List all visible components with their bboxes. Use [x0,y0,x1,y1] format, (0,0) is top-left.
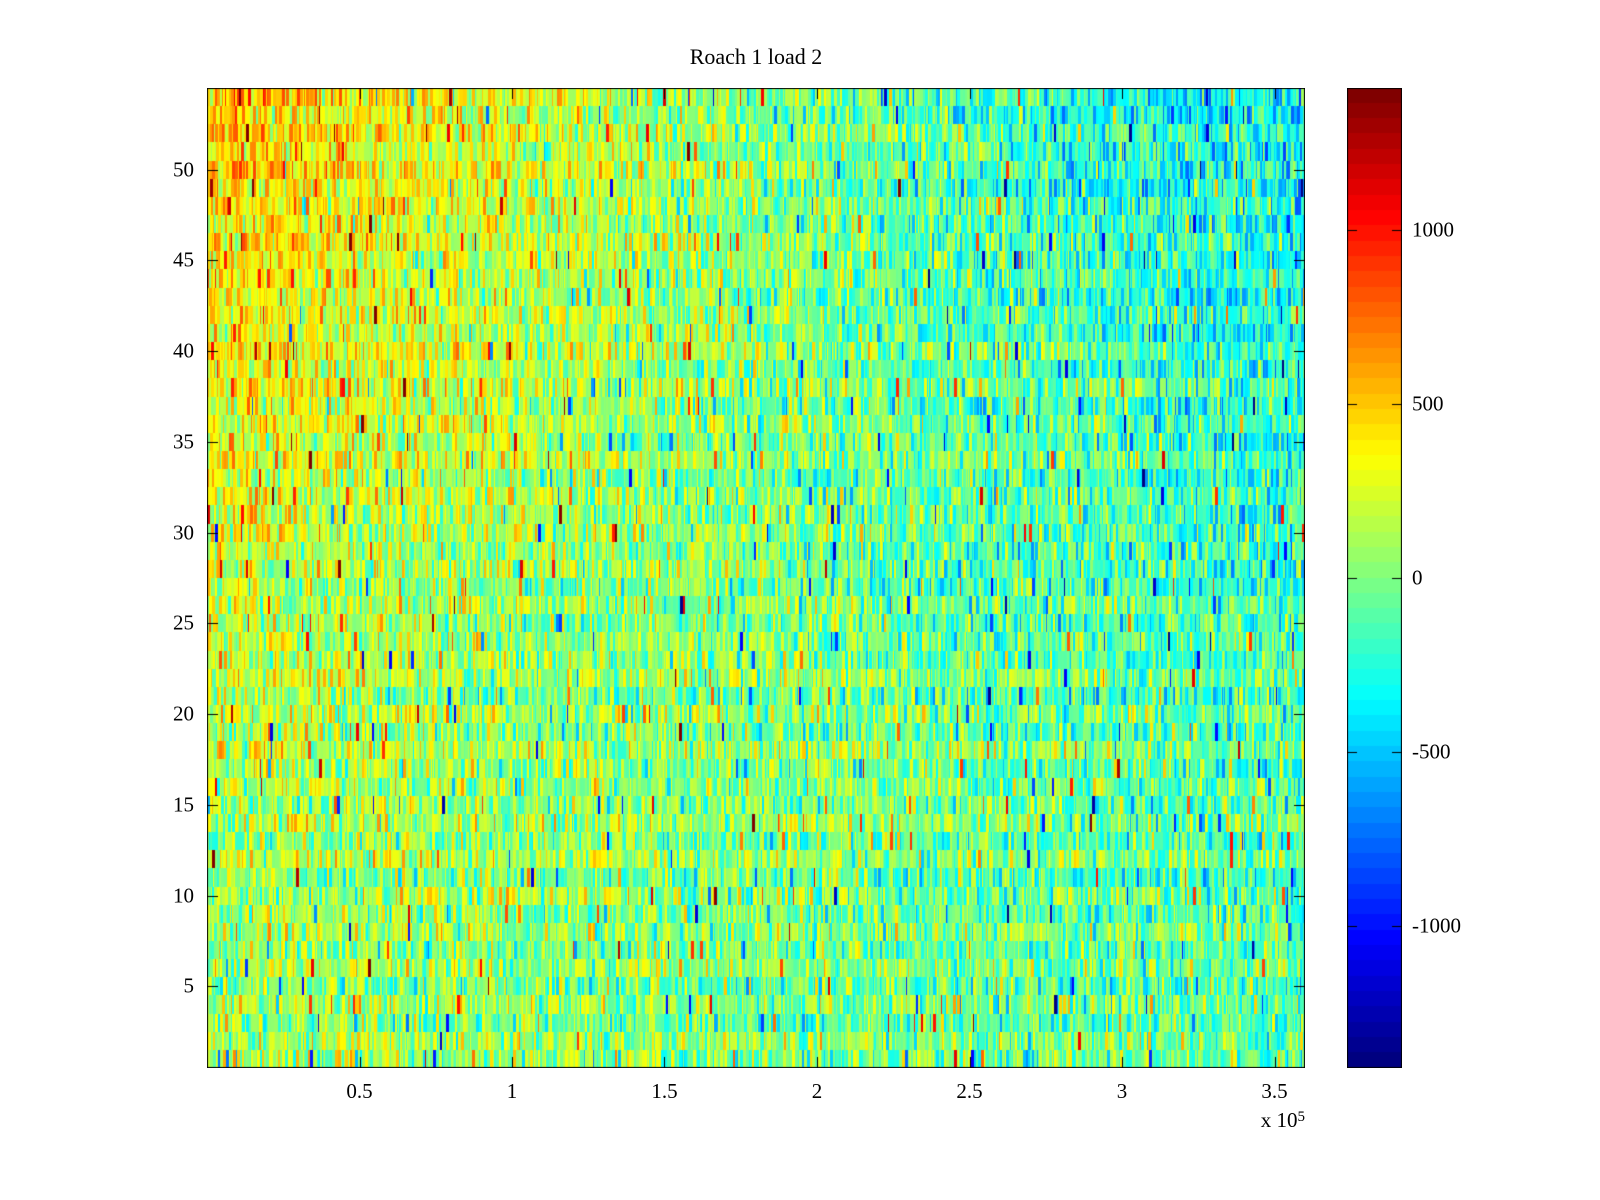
x-axis-exponent-power: 5 [1297,1109,1306,1125]
x-tick-label-0.5: 0.5 [346,1079,373,1103]
colorbar-canvas [1347,88,1402,1068]
colorbar-tick-label-0: 0 [1412,565,1423,590]
y-tick-label-10: 10 [173,883,194,908]
y-tick-label-25: 25 [173,610,194,635]
colorbar-tick-label-1000: 1000 [1412,217,1454,242]
y-tick-label-15: 15 [173,792,194,817]
y-tick-label-50: 50 [173,157,194,182]
x-tick-label-3: 3 [1116,1079,1128,1103]
colorbar-tick-label--1000: -1000 [1412,913,1461,938]
x-axis-exponent-label: x 105 [1261,1110,1305,1131]
y-tick-label-30: 30 [173,520,194,545]
x-axis-exponent-prefix: x 10 [1260,1108,1298,1132]
chart-title: Roach 1 load 2 [689,44,823,69]
x-tick-label-2: 2 [811,1079,823,1103]
y-tick-label-20: 20 [173,701,194,726]
x-tick-label-1.5: 1.5 [651,1079,678,1103]
colorbar-tick-label-500: 500 [1412,391,1444,416]
y-tick-label-5: 5 [183,973,195,998]
colorbar-tick-label--500: -500 [1412,739,1451,764]
y-tick-label-35: 35 [173,429,194,454]
heatmap-canvas [207,88,1305,1068]
y-tick-label-45: 45 [173,247,194,272]
x-tick-label-2.5: 2.5 [956,1079,983,1103]
x-tick-label-1: 1 [506,1079,518,1103]
x-tick-label-3.5: 3.5 [1261,1079,1288,1103]
y-tick-label-40: 40 [173,338,194,363]
